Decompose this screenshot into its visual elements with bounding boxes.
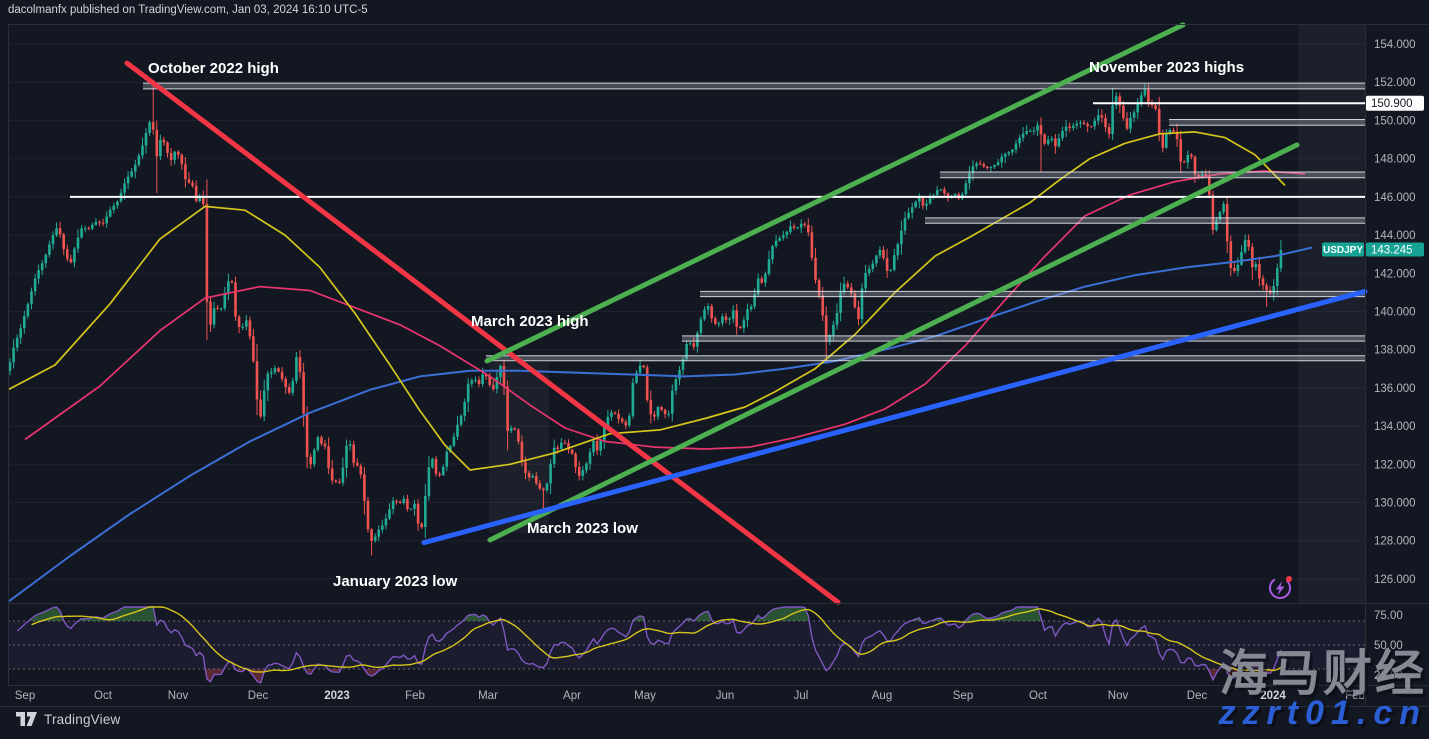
zone-band	[682, 335, 1365, 342]
zone-band	[143, 83, 1365, 89]
rsi-pane[interactable]	[8, 606, 1365, 685]
time-axis-label: 2024	[1260, 690, 1286, 702]
time-axis-label: 2023	[324, 690, 350, 702]
time-axis-label: Nov	[1108, 690, 1129, 702]
rsi-zone-fill	[462, 614, 489, 621]
rsi-line	[16, 606, 1282, 685]
price-axis-label: 148.000	[1374, 154, 1416, 166]
price-axis-label: 154.000	[1374, 39, 1416, 51]
downtrend-red	[124, 60, 841, 605]
white-level-lines[interactable]	[70, 102, 1365, 198]
candles-layer	[8, 83, 1283, 556]
down-candle-wicks	[59, 83, 1271, 556]
time-axis-label: Jun	[716, 690, 735, 702]
time-axis[interactable]: Sep Oct Nov Dec 2023 Feb Mar Apr May Jun Jul Aug Sep…	[15, 690, 1365, 702]
publish-attribution: dacolmanfx published on TradingView.com,…	[8, 4, 368, 16]
rsi-ma-line	[31, 606, 1282, 673]
time-axis-label: Aug	[872, 690, 892, 702]
price-axis-label: 150.000	[1374, 115, 1416, 127]
time-axis-label: Oct	[1029, 690, 1048, 702]
uptrend-blue	[421, 288, 1368, 546]
price-axis-label: 134.000	[1374, 421, 1416, 433]
price-axis-label: 146.000	[1374, 192, 1416, 204]
price-axis-label: 140.000	[1374, 306, 1416, 318]
moving-averages	[7, 131, 1313, 603]
footer-brand: TradingView	[16, 711, 121, 728]
channel-green-upper	[484, 22, 1186, 364]
trend-lines[interactable]	[124, 22, 1368, 605]
rsi-zone-fill	[753, 607, 810, 621]
tradingview-logo-icon	[16, 712, 37, 726]
annotation-label: March 2023 low	[527, 520, 638, 537]
rsi-zone-fill	[694, 611, 713, 621]
time-axis-label: Mar	[478, 690, 498, 702]
time-axis-label: Sep	[15, 690, 35, 702]
rsi-zone-fill	[632, 615, 645, 621]
price-axis-label: 142.000	[1374, 268, 1416, 280]
time-axis-label: Oct	[94, 690, 113, 702]
annotation-label: October 2022 high	[148, 60, 279, 77]
price-axis-label: 126.000	[1374, 574, 1416, 586]
zone-band	[486, 355, 1365, 361]
highlight-boxes	[489, 25, 1365, 603]
symbol-price-badge: USDJPY 143.245	[1322, 242, 1424, 257]
ma-blue-line	[7, 246, 1313, 603]
price-axis-label: 130.000	[1374, 498, 1416, 510]
rsi-zone-fill	[1207, 669, 1220, 680]
pane-borders	[0, 24, 1429, 707]
rsi-axis-label: 75.00	[1374, 610, 1403, 622]
time-axis-label: Nov	[168, 690, 189, 702]
price-axis-label: 132.000	[1374, 459, 1416, 471]
rsi-zone-fill	[327, 669, 341, 673]
ma-pink-line	[24, 170, 1306, 450]
price-axis[interactable]: 154.000 152.000 150.000 148.000 146.000 144.0…	[1374, 39, 1416, 682]
watermark-url: zzrt01.cn	[1218, 694, 1427, 732]
price-axis-label: 128.000	[1374, 536, 1416, 548]
channel-green-lower	[487, 142, 1300, 543]
svg-text:150.900: 150.900	[1371, 98, 1413, 110]
svg-text:USDJPY: USDJPY	[1323, 245, 1363, 256]
annotation-label: January 2023 low	[333, 573, 458, 590]
price-axis-label: 136.000	[1374, 383, 1416, 395]
lightning-circle-icon[interactable]	[1266, 574, 1294, 602]
rsi-zone-fill	[205, 669, 224, 682]
rsi-band	[8, 621, 1365, 669]
price-axis-label: 152.000	[1374, 77, 1416, 89]
time-axis-label: Jul	[794, 690, 809, 702]
zone-band	[1169, 119, 1365, 126]
resistance-zones[interactable]	[143, 82, 1365, 362]
price-level-badge: 150.900	[1366, 95, 1424, 111]
time-axis-label: Dec	[1187, 690, 1208, 702]
annotation-label: March 2023 high	[471, 313, 589, 330]
watermark-cjk: 海马财经	[1218, 647, 1427, 701]
ma-yellow-line	[7, 131, 1286, 471]
zone-band	[700, 291, 1365, 297]
svg-text:143.245: 143.245	[1371, 244, 1413, 256]
time-axis-label: Sep	[953, 690, 973, 702]
time-axis-label: Feb	[405, 690, 425, 702]
zone-band	[940, 172, 1365, 178]
price-grid	[8, 43, 1365, 580]
up-candle-wicks	[9, 83, 1282, 543]
notification-dot	[1286, 576, 1292, 582]
rsi-axis-label: 25.00	[1374, 670, 1403, 682]
time-axis-label: Dec	[248, 690, 269, 702]
footer-brand-text: TradingView	[44, 712, 121, 727]
annotations[interactable]: October 2022 high November 2023 highs Marc…	[148, 59, 1244, 590]
price-axis-label: 144.000	[1374, 230, 1416, 242]
price-axis-label: 138.000	[1374, 345, 1416, 357]
time-axis-label: Feb	[1345, 690, 1365, 702]
time-axis-label: May	[634, 690, 656, 702]
rsi-axis-label: 50.00	[1374, 640, 1403, 652]
time-axis-label: Apr	[563, 690, 581, 702]
annotation-label: November 2023 highs	[1089, 59, 1244, 76]
